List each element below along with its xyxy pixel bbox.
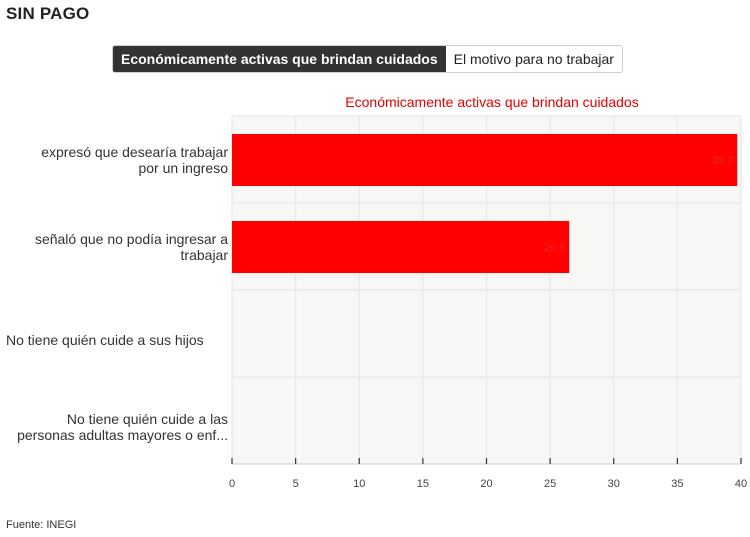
x-tick-label: 40	[735, 478, 747, 490]
bar	[232, 221, 570, 273]
category-label: trabajar	[181, 247, 229, 263]
x-tick-label: 20	[480, 478, 492, 490]
source-note: Fuente: INEGI	[6, 519, 77, 531]
page-title: SIN PAGO	[6, 4, 90, 23]
category-label: por un ingreso	[138, 160, 228, 176]
tab-group: Económicamente activas que brindan cuida…	[112, 45, 623, 73]
x-tick-label: 30	[608, 478, 620, 490]
bar-value-label: 26.5	[544, 242, 565, 254]
x-tick-label: 35	[671, 478, 683, 490]
tab-motivo-no-trabajar[interactable]: El motivo para no trabajar	[445, 46, 622, 72]
x-tick-label: 10	[353, 478, 365, 490]
x-tick-label: 25	[544, 478, 556, 490]
tab-economicamente-activas[interactable]: Económicamente activas que brindan cuida…	[113, 46, 446, 72]
chart-title: Económicamente activas que brindan cuida…	[345, 94, 639, 110]
x-tick-label: 5	[293, 478, 299, 490]
bar-value-label: 39.7	[712, 155, 733, 167]
x-tick-label: 15	[417, 478, 429, 490]
category-label: No tiene quién cuide a sus hijos	[6, 332, 204, 348]
category-label: personas adultas mayores o enf...	[17, 427, 228, 443]
category-label: señaló que no podía ingresar a	[35, 231, 228, 247]
bar	[232, 134, 738, 186]
category-label: No tiene quién cuide a las	[67, 411, 228, 427]
x-tick-label: 0	[229, 478, 235, 490]
category-label: expresó que desearía trabajar	[41, 144, 228, 160]
